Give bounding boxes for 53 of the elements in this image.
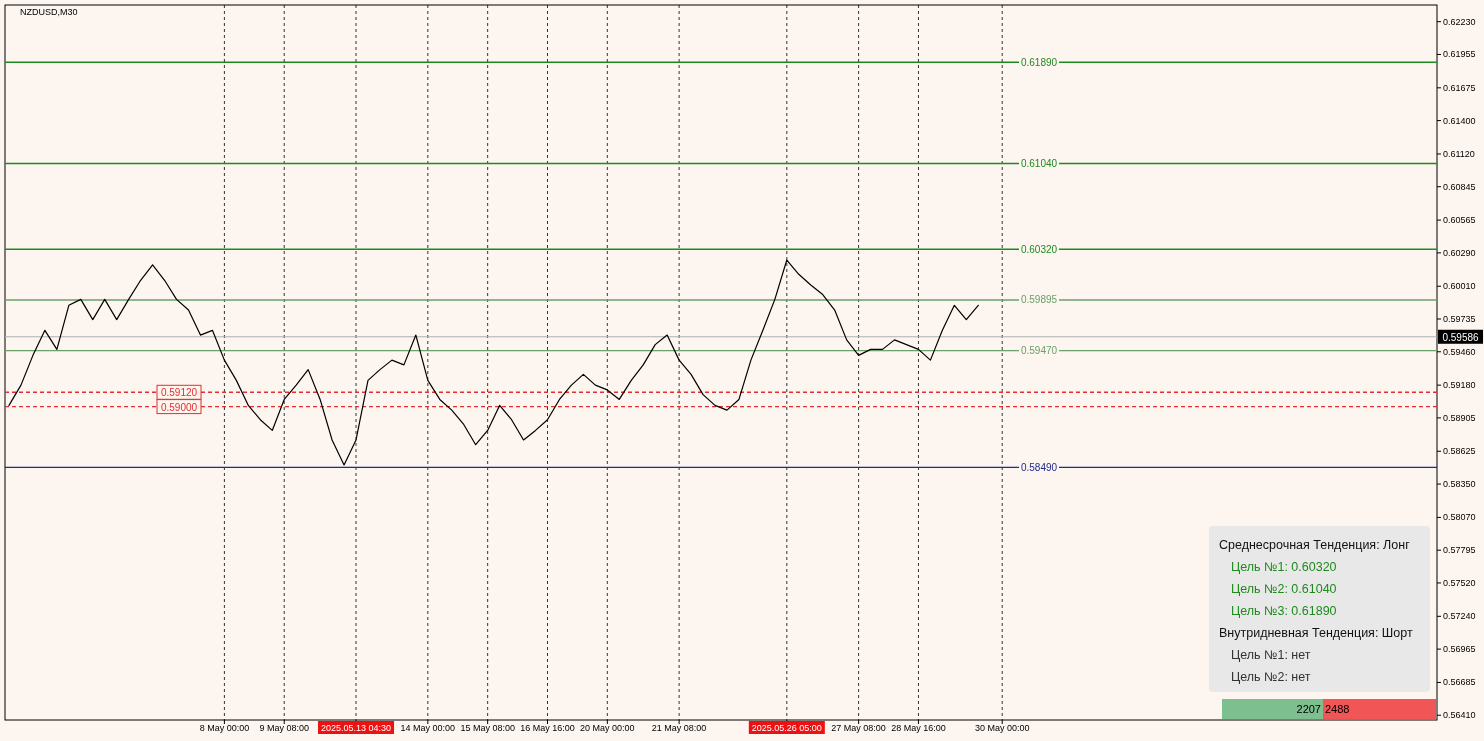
y-tick-label: 0.58070 [1443, 512, 1476, 523]
annotation: Цель №2: 0.61040 [1231, 582, 1337, 596]
y-tick-label: 0.59735 [1443, 314, 1476, 324]
ref-line-label: 0.61040 [1020, 157, 1058, 169]
annotation: Цель №1: 0.60320 [1231, 560, 1337, 574]
y-tick-label: 0.62230 [1443, 16, 1476, 27]
y-tick-label: 0.59460 [1443, 346, 1476, 357]
annotation: Среднесрочная Тенденция: Лонг [1219, 538, 1411, 552]
y-tick-label: 0.58625 [1443, 446, 1476, 457]
x-tick-label: 21 May 08:00 [651, 723, 707, 733]
y-tick-label: 0.61400 [1443, 115, 1476, 126]
y-tick-label: 0.60290 [1443, 247, 1476, 258]
annotation: 2207 [1296, 703, 1321, 715]
x-tick-label: 30 May 00:00 [974, 723, 1030, 733]
ref-line-label: 0.59895 [1020, 294, 1058, 306]
y-tick-label: 0.61675 [1443, 82, 1476, 93]
y-tick-label: 0.60845 [1443, 181, 1476, 192]
annotation: Внутридневная Тенденция: Шорт [1219, 626, 1413, 640]
annotation: Цель №1: нет [1231, 648, 1311, 662]
ref-line-label: 0.59120 [160, 387, 198, 399]
x-tick-label: 27 May 08:00 [831, 723, 886, 733]
x-tick-label: 16 May 16:00 [520, 723, 575, 733]
x-tick-label: 14 May 00:00 [400, 723, 456, 733]
y-tick-label: 0.56965 [1443, 644, 1476, 655]
annotation: 2488 [1325, 703, 1350, 715]
annotation: Цель №2: нет [1231, 670, 1311, 684]
ref-line-label: 0.59586 [1442, 331, 1480, 343]
y-tick-label: 0.61120 [1443, 148, 1475, 159]
annotation: Цель №3: 0.61890 [1231, 604, 1337, 618]
x-tick-label: 8 May 00:00 [199, 723, 250, 733]
x-tick-label: 15 May 08:00 [460, 723, 515, 733]
x-tick-label: 20 May 00:00 [580, 723, 635, 733]
y-tick-label: 0.57520 [1443, 577, 1476, 588]
y-tick-label: 0.57795 [1443, 545, 1476, 556]
y-tick-label: 0.58905 [1443, 412, 1476, 423]
y-tick-label: 0.57240 [1443, 611, 1476, 622]
y-tick-label: 0.58350 [1443, 479, 1476, 490]
ref-line-label: 0.59000 [160, 401, 198, 413]
ref-line-label: 0.60320 [1020, 243, 1058, 255]
y-tick-label: 0.61955 [1443, 49, 1476, 60]
y-tick-label: 0.60565 [1443, 215, 1476, 226]
x-tick-label: 9 May 08:00 [259, 723, 309, 733]
chart-title: NZDUSD,M30 [20, 7, 78, 17]
y-tick-label: 0.56410 [1443, 710, 1476, 721]
ref-line-label: 0.58490 [1020, 461, 1058, 473]
ref-line-label: 0.59470 [1020, 345, 1058, 357]
x-tick-label: 2025.05.26 05:00 [751, 723, 822, 733]
x-tick-label: 2025.05.13 04:30 [320, 723, 392, 733]
y-tick-label: 0.59180 [1443, 380, 1476, 391]
x-tick-label: 28 May 16:00 [891, 723, 946, 733]
y-tick-label: 0.60010 [1443, 281, 1476, 292]
ref-line-label: 0.61890 [1020, 56, 1058, 68]
y-tick-label: 0.56685 [1443, 677, 1476, 688]
